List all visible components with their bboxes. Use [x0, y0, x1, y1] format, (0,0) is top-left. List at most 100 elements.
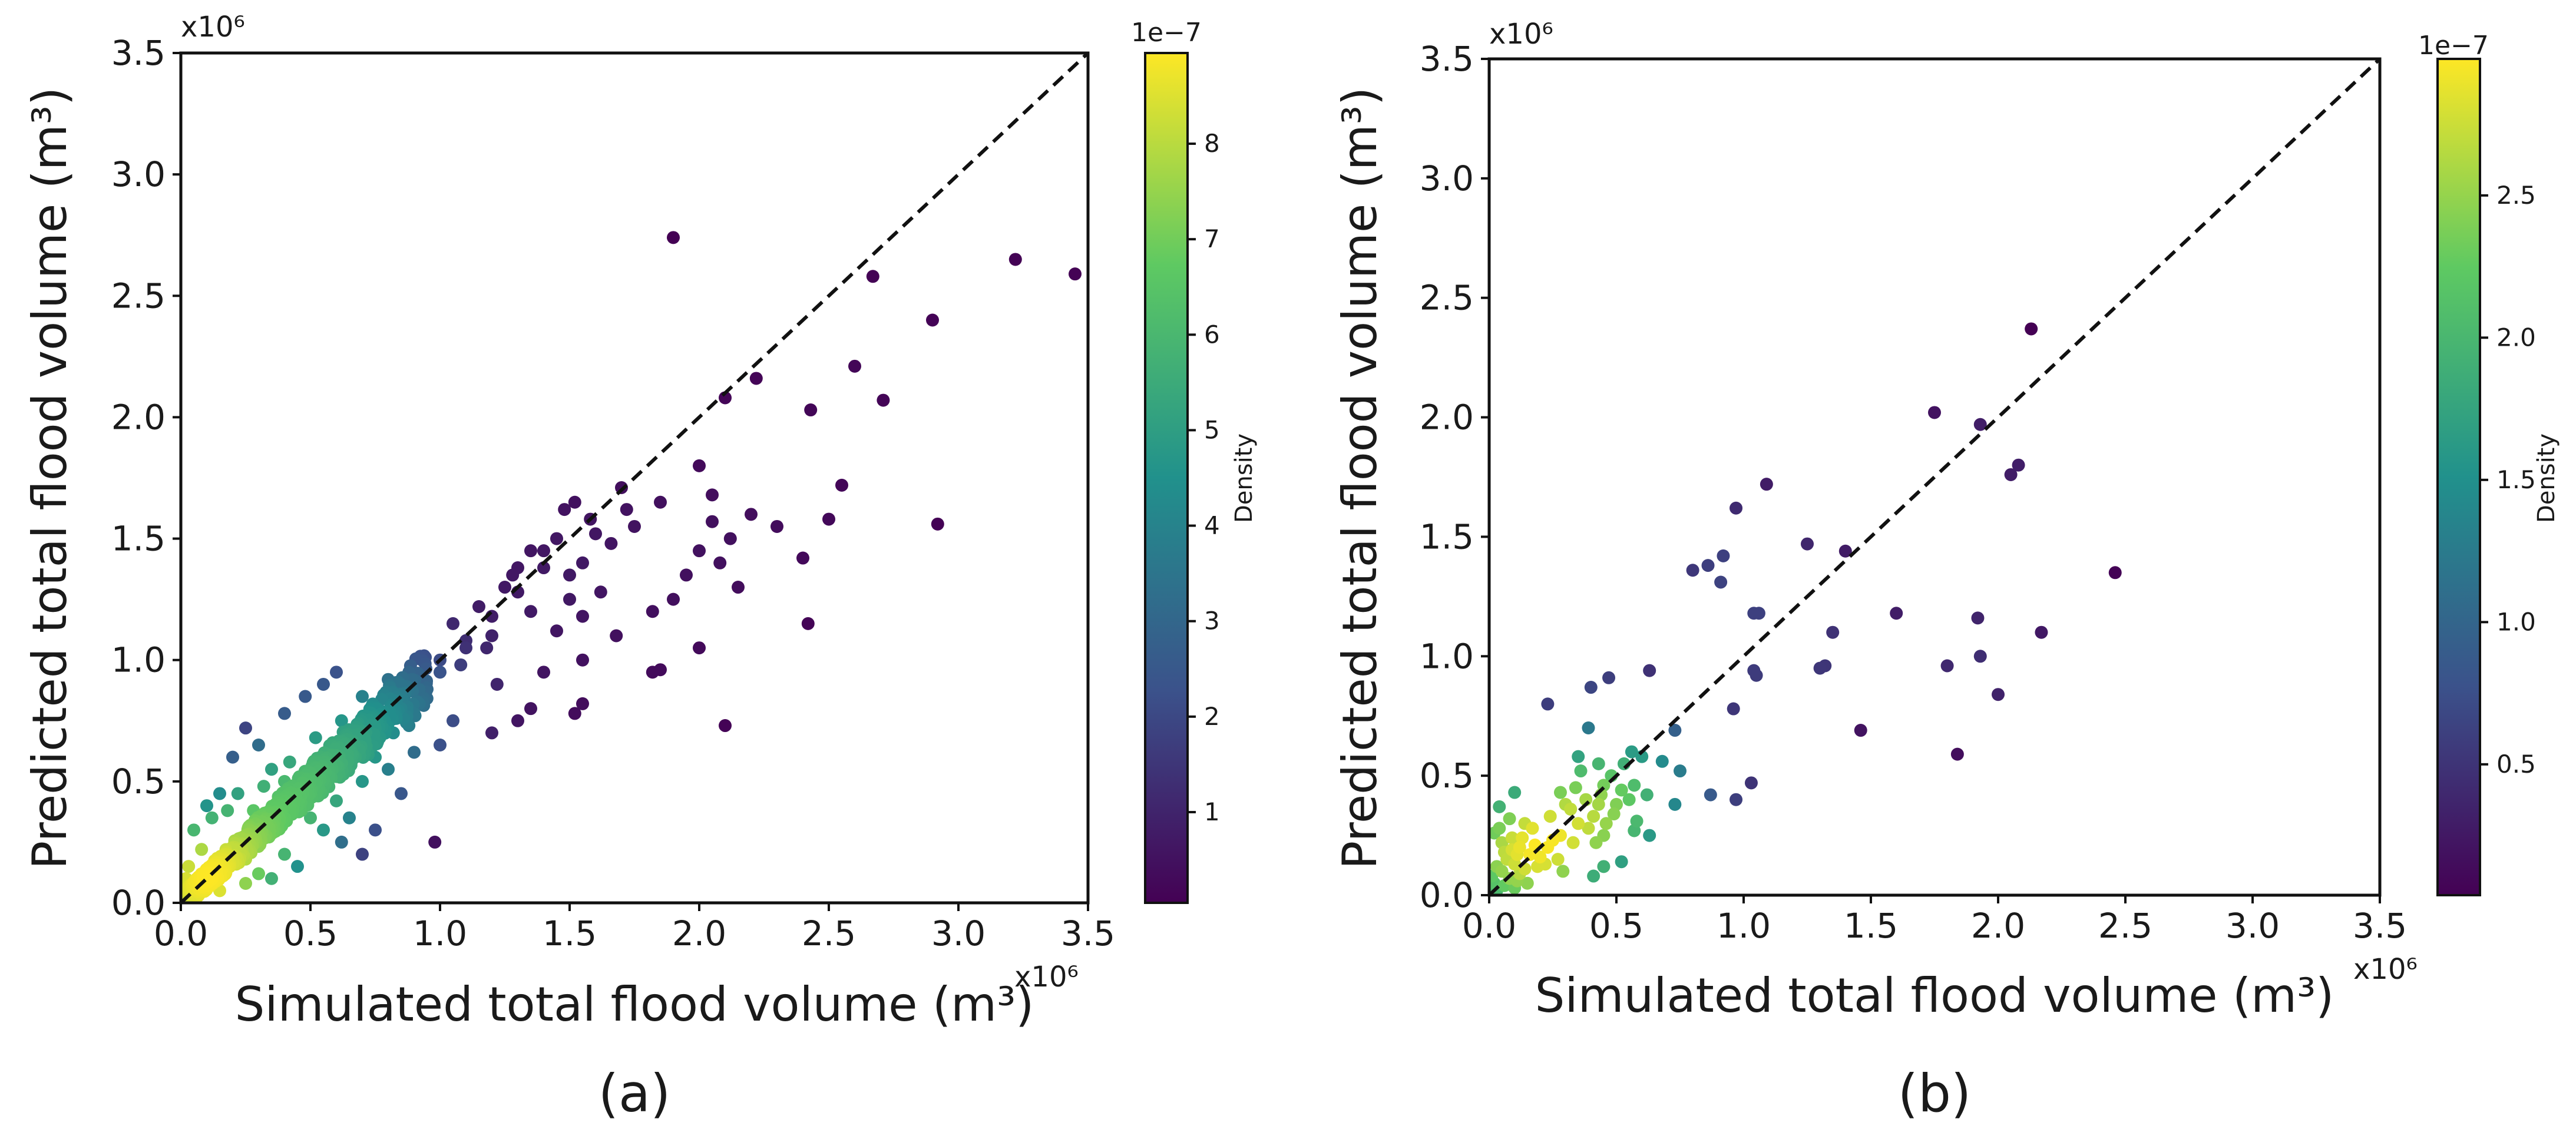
y-tick-label: 1.0 [111, 640, 166, 680]
data-point [610, 629, 623, 643]
x-tick-label: 0.5 [283, 913, 338, 953]
data-point [1668, 797, 1682, 811]
panel-a-colorbar-exponent: 1e−7 [1131, 18, 1202, 48]
data-point [1668, 724, 1682, 737]
x-tick-label: 1.5 [543, 913, 597, 953]
data-point [1630, 814, 1644, 828]
data-point [1543, 810, 1557, 823]
data-point [1582, 822, 1595, 835]
data-point [680, 568, 693, 582]
data-point [1592, 797, 1605, 811]
data-point [356, 774, 369, 788]
data-point [335, 714, 348, 727]
data-point [2108, 566, 2122, 580]
data-point [1526, 822, 1539, 835]
panel-a: 0.0 0.5 1.0 1.5 2.0 2.5 3.0 3.5 0.0 0.5 1.0 1.5 2.0… [22, 11, 1258, 1124]
y-tick-label: 3.0 [1420, 158, 1474, 198]
data-point [498, 581, 511, 594]
data-point [1582, 721, 1595, 734]
data-point [309, 731, 322, 744]
data-point [537, 561, 550, 575]
data-point [693, 641, 706, 655]
data-point [1008, 253, 1022, 266]
data-point [706, 488, 719, 502]
data-point [1854, 724, 1867, 737]
data-point [299, 690, 312, 703]
panel-a-colorbar-bar [1144, 52, 1189, 904]
x-tick-label: 3.0 [931, 913, 986, 953]
data-point [804, 403, 818, 417]
data-point [667, 592, 680, 606]
data-point [317, 677, 330, 691]
data-point [187, 823, 200, 837]
data-point [693, 544, 706, 558]
data-point [1950, 747, 1964, 761]
data-point [1643, 829, 1656, 842]
data-point [265, 763, 278, 776]
panel-b-label: (b) [1898, 1063, 1972, 1124]
data-point [1940, 659, 1954, 673]
panel-b-colorbar-label: Density [2533, 433, 2560, 523]
panel-a-x-axis-label: Simulated total flood volume (m³) [235, 977, 1034, 1032]
panel-a-colorbar-label: Density [1231, 433, 1258, 523]
panel-b-colorbar-exponent: 1e−7 [2418, 31, 2489, 61]
data-point [537, 665, 550, 679]
data-point [356, 847, 369, 861]
y-tick-label: 1.5 [111, 519, 166, 559]
data-point [1622, 793, 1636, 806]
data-point [472, 600, 485, 614]
data-point [1553, 786, 1567, 799]
data-point [382, 763, 395, 776]
data-point [1615, 855, 1628, 869]
data-point [1069, 267, 1082, 281]
colorbar-tick-label: 8 [1204, 129, 1220, 158]
y-tick-label: 3.5 [111, 33, 166, 73]
data-point [1587, 810, 1601, 823]
data-point [550, 624, 563, 638]
data-point [796, 551, 809, 565]
data-point [801, 617, 815, 630]
x-tick-label: 2.0 [672, 913, 726, 953]
data-point [1813, 661, 1827, 675]
data-point [719, 719, 732, 733]
y-tick-label: 3.5 [1420, 39, 1474, 79]
colorbar-tick-label: 6 [1204, 320, 1220, 349]
data-point [434, 739, 447, 752]
data-point [221, 804, 234, 817]
y-tick-label: 0.0 [111, 883, 166, 923]
data-point [1643, 664, 1656, 677]
y-tick-label: 1.0 [1420, 636, 1474, 676]
data-point [749, 372, 763, 385]
data-point [480, 641, 494, 655]
data-point [213, 787, 226, 800]
data-point [550, 532, 563, 545]
data-point [1625, 745, 1638, 759]
data-point [231, 787, 244, 800]
data-point [1838, 544, 1852, 558]
data-point [434, 665, 447, 679]
data-point [1587, 869, 1601, 883]
panel-b-y-ticks: 0.0 0.5 1.0 1.5 2.0 2.5 3.0 3.5 [1420, 39, 1489, 915]
data-point [330, 794, 343, 807]
panel-a-colorbar: 1 2 3 4 5 6 7 8 1e−7 Density [1131, 18, 1258, 904]
data-point [1599, 817, 1613, 830]
data-point [343, 811, 356, 825]
data-point [926, 313, 939, 327]
data-point [1717, 549, 1730, 562]
data-point [1508, 786, 1522, 799]
colorbar-tick-label: 4 [1204, 511, 1220, 540]
colorbar-tick-label: 1 [1204, 797, 1220, 826]
panel-b-y-axis-label: Predicted total flood volume (m³) [1332, 87, 1387, 869]
data-point [278, 707, 291, 720]
y-tick-label: 0.0 [1420, 875, 1474, 915]
data-point [1655, 754, 1669, 768]
data-point [877, 393, 890, 407]
data-point [1973, 418, 1987, 431]
data-point [568, 495, 581, 509]
data-point [485, 726, 498, 740]
data-point [335, 835, 348, 849]
panel-b-x-axis-label: Simulated total flood volume (m³) [1535, 968, 2334, 1023]
data-point [506, 568, 520, 582]
data-point [1640, 788, 1654, 802]
